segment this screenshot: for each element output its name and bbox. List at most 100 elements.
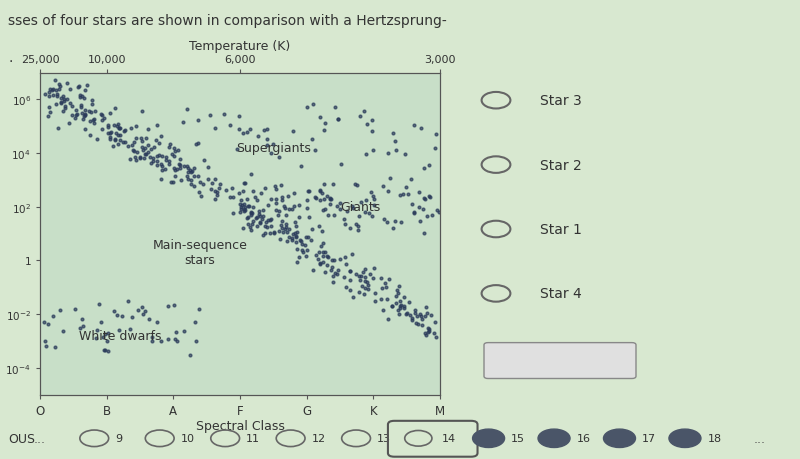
Point — [317, 249, 330, 256]
Point — [418, 195, 430, 202]
Point — [118, 128, 130, 135]
Point — [286, 231, 299, 238]
Point — [326, 279, 339, 286]
Point — [258, 230, 271, 237]
Point — [282, 234, 295, 241]
Point — [416, 316, 429, 323]
Point — [345, 251, 358, 258]
Point — [356, 269, 369, 276]
Point — [331, 116, 344, 123]
Point — [174, 177, 187, 185]
Point — [74, 92, 86, 99]
Point — [238, 180, 250, 188]
Point — [74, 105, 87, 112]
Point — [99, 330, 112, 338]
Point — [318, 196, 330, 203]
Point — [58, 96, 71, 103]
Point — [86, 118, 99, 125]
Point — [358, 291, 370, 298]
Point — [428, 330, 441, 337]
Point — [125, 125, 138, 133]
Point — [104, 110, 117, 118]
Point — [382, 150, 394, 157]
Point — [174, 162, 186, 169]
Point — [327, 273, 340, 280]
Point — [294, 238, 307, 245]
Text: Giants: Giants — [340, 201, 380, 214]
Point — [302, 188, 314, 195]
Point — [256, 207, 269, 214]
Point — [66, 103, 78, 110]
Point — [360, 196, 373, 204]
Point — [95, 127, 108, 134]
Point — [315, 190, 328, 197]
Point — [383, 276, 396, 284]
Point — [424, 311, 437, 319]
Point — [238, 201, 250, 208]
Point — [114, 132, 126, 139]
Point — [76, 315, 89, 323]
Point — [85, 109, 98, 117]
Point — [327, 181, 340, 188]
Point — [349, 181, 362, 189]
Point — [390, 287, 403, 295]
Point — [326, 257, 338, 264]
Point — [266, 141, 279, 148]
Point — [302, 234, 314, 241]
Point — [364, 271, 377, 278]
Point — [102, 347, 115, 355]
Point — [417, 206, 430, 213]
Point — [391, 290, 404, 297]
X-axis label: Temperature (K): Temperature (K) — [190, 40, 290, 53]
Point — [48, 77, 61, 84]
Point — [246, 218, 259, 225]
Point — [162, 336, 174, 343]
Point — [249, 194, 262, 202]
Point — [301, 205, 314, 213]
Point — [334, 162, 347, 169]
Point — [210, 191, 223, 199]
Point — [366, 128, 378, 135]
Point — [270, 186, 282, 193]
Point — [338, 221, 351, 228]
Point — [118, 139, 131, 146]
Point — [314, 188, 326, 196]
Point — [174, 165, 186, 172]
Point — [135, 138, 148, 146]
Point — [340, 284, 353, 291]
Point — [366, 274, 379, 282]
Point — [57, 327, 70, 335]
Point — [83, 118, 96, 125]
Point — [42, 113, 54, 120]
Point — [334, 200, 347, 207]
Point — [318, 268, 331, 275]
Point — [103, 134, 116, 141]
Point — [419, 313, 432, 320]
Point — [246, 220, 258, 228]
Point — [262, 217, 274, 224]
Point — [421, 213, 434, 220]
Point — [78, 126, 91, 133]
Point — [82, 108, 95, 115]
Point — [414, 311, 426, 318]
Point — [354, 113, 366, 121]
Text: ✓: ✓ — [615, 433, 623, 443]
Point — [362, 286, 374, 293]
Point — [46, 92, 59, 99]
Point — [243, 224, 256, 231]
Point — [94, 319, 107, 326]
Point — [195, 193, 208, 201]
Text: Supergiants: Supergiants — [236, 142, 310, 155]
Point — [398, 302, 410, 310]
Point — [253, 207, 266, 215]
Point — [269, 183, 282, 190]
Point — [142, 316, 155, 323]
Point — [108, 307, 121, 314]
Point — [170, 166, 183, 173]
Text: 14: 14 — [442, 433, 457, 443]
Point — [38, 319, 50, 326]
Point — [343, 287, 356, 295]
Point — [358, 108, 370, 116]
Point — [374, 274, 387, 282]
Point — [50, 87, 63, 94]
